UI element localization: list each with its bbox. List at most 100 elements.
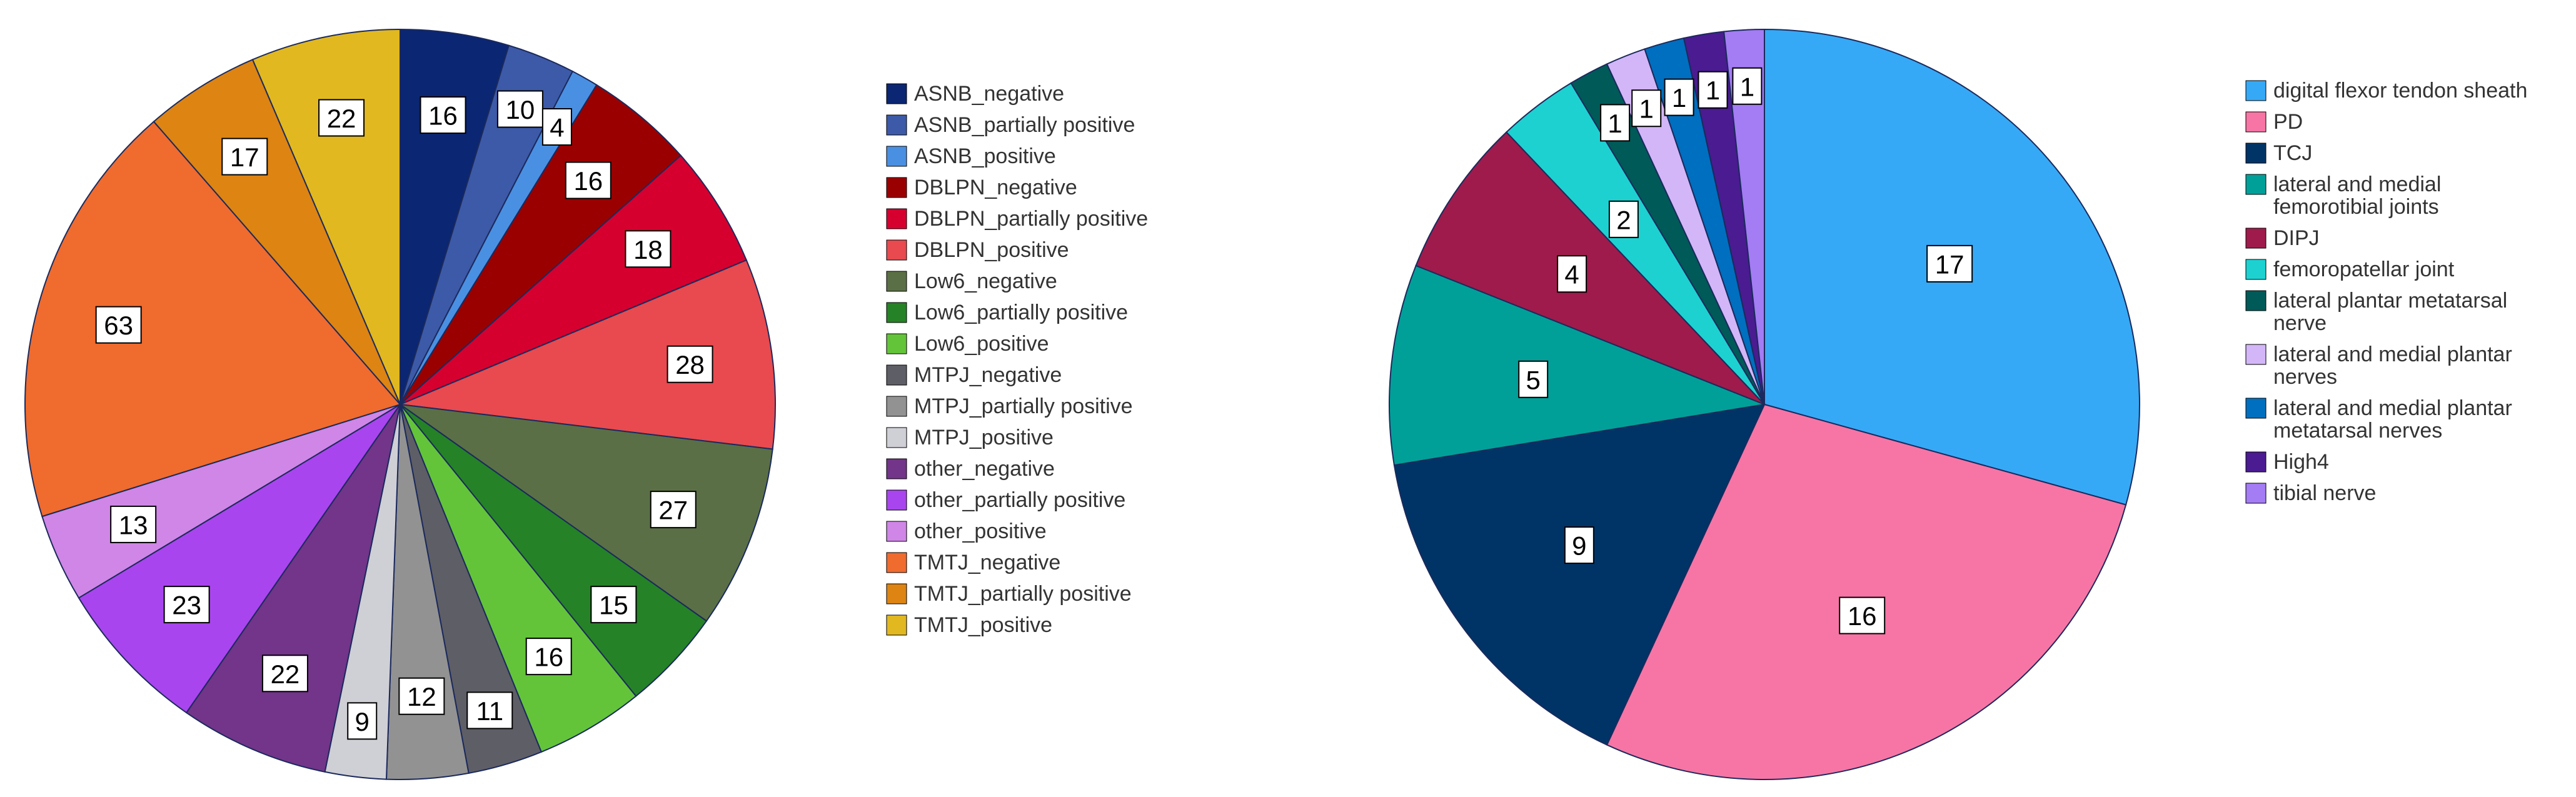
legend-item-dblpn-positive: DBLPN_positive xyxy=(886,238,1069,262)
legend-label: PD xyxy=(2273,110,2303,134)
legend-label: tibial nerve xyxy=(2273,481,2376,505)
data-label-box xyxy=(1600,104,1631,142)
legend-label: DBLPN_partially positive xyxy=(914,207,1148,231)
legend-item-asnb-positive: ASNB_positive xyxy=(886,144,1056,168)
legend-item-digital-flexor-tendon-sheath: digital flexor tendon sheath xyxy=(2245,79,2527,103)
pie-slice-tibial-nerve xyxy=(1723,28,1765,405)
data-label-box xyxy=(1698,71,1728,109)
legend-label: DBLPN_negative xyxy=(914,176,1077,199)
legend-swatch xyxy=(886,489,907,511)
legend-item-dblpn-partially-positive: DBLPN_partially positive xyxy=(886,207,1148,231)
data-label-tibial-nerve: 1 xyxy=(1740,72,1754,101)
data-label-box xyxy=(466,691,513,729)
legend-label: MTPJ_negative xyxy=(914,363,1062,387)
legend-swatch xyxy=(886,302,907,323)
legend-swatch xyxy=(886,552,907,573)
legend-swatch xyxy=(2245,290,2267,311)
data-label-box xyxy=(541,108,572,146)
pie-slice-other-negative xyxy=(185,404,401,773)
pie-slice-dblpn-positive xyxy=(398,259,776,450)
legend-item-dipj: DIPJ xyxy=(2245,226,2320,250)
data-label-dblpn-partially-positive: 18 xyxy=(633,235,663,264)
data-label-digital-flexor-tendon-sheath: 17 xyxy=(1935,249,1965,279)
legend-swatch xyxy=(2245,451,2267,473)
data-label-box xyxy=(590,586,637,624)
legend-item-asnb-partially-positive: ASNB_partially positive xyxy=(886,113,1135,137)
legend-label: Low6_negative xyxy=(914,269,1057,293)
data-label-asnb-negative: 16 xyxy=(428,101,458,131)
data-label-tmtj-partially-positive: 17 xyxy=(230,143,259,172)
data-label-mtpj-negative: 11 xyxy=(476,696,503,726)
data-label-box xyxy=(1631,89,1662,128)
legend-label: other_partially positive xyxy=(914,488,1125,512)
legend-label: lateral and medial plantar xyxy=(2273,343,2512,366)
legend-label: lateral plantar metatarsal xyxy=(2273,289,2507,313)
pie-slice-dblpn-partially-positive xyxy=(400,154,748,405)
legend-swatch xyxy=(886,114,907,136)
legend-swatch xyxy=(2245,344,2267,365)
data-label-mtpj-positive: 9 xyxy=(355,707,370,736)
data-label-tcj: 9 xyxy=(1572,531,1586,561)
legend-item-tibial-nerve: tibial nerve xyxy=(2245,481,2376,505)
legend-label: lateral and medial plantar xyxy=(2273,396,2512,420)
legend-swatch xyxy=(886,521,907,542)
data-label-box xyxy=(1839,596,1886,634)
data-label-box xyxy=(565,161,611,199)
pie-slice-lateral-and-medial-femorotibial-joints xyxy=(1389,264,1767,466)
legend-label: DBLPN_positive xyxy=(914,238,1069,262)
legend-item-asnb-negative: ASNB_negative xyxy=(886,82,1064,106)
data-label-lateral-plantar-metatarsal-nerve: 1 xyxy=(1607,109,1622,138)
legend-swatch xyxy=(886,583,907,604)
data-label-asnb-partially-positive: 10 xyxy=(506,95,535,124)
legend-swatch xyxy=(886,364,907,386)
data-label-box xyxy=(1564,526,1594,564)
legend-swatch xyxy=(2245,259,2267,280)
legend-swatch xyxy=(2245,398,2267,419)
data-label-mtpj-partially-positive: 12 xyxy=(407,682,436,711)
pie-slice-low6-positive xyxy=(400,404,637,753)
data-label-box xyxy=(1557,255,1587,293)
legend-label: lateral and medial xyxy=(2273,173,2441,196)
legend-label: digital flexor tendon sheath xyxy=(2273,79,2527,103)
legend-swatch xyxy=(2245,111,2267,133)
legend-swatch xyxy=(886,427,907,448)
legend-item-mtpj-positive: MTPJ_positive xyxy=(886,426,1054,449)
legend-swatch xyxy=(2245,483,2267,504)
legend-item-tmtj-negative: TMTJ_negative xyxy=(886,551,1060,574)
data-label-asnb-positive: 4 xyxy=(550,113,564,143)
data-label-box xyxy=(496,90,543,128)
data-label-low6-positive: 16 xyxy=(534,643,563,672)
legend-swatch xyxy=(886,177,907,198)
legend-swatch xyxy=(886,83,907,104)
data-label-box xyxy=(1926,244,1973,283)
legend-swatch xyxy=(2245,174,2267,195)
pie-slice-tmtj-negative xyxy=(24,121,401,518)
data-label-box xyxy=(261,654,308,693)
data-label-pd: 16 xyxy=(1848,601,1877,631)
legend-label: Low6_positive xyxy=(914,332,1049,356)
data-label-box xyxy=(347,702,378,740)
legend-swatch xyxy=(886,208,907,229)
pie-slice-low6-negative xyxy=(400,404,773,622)
legend-label: nerves xyxy=(2273,365,2337,389)
legend-label: MTPJ_positive xyxy=(914,426,1054,449)
data-label-tmtj-negative: 63 xyxy=(104,311,133,340)
legend-swatch xyxy=(886,614,907,636)
data-label-low6-partially-positive: 15 xyxy=(599,591,628,620)
data-label-box xyxy=(1608,200,1639,238)
legend-label: ASNB_partially positive xyxy=(914,113,1135,137)
legend-item-other-partially-positive: other_partially positive xyxy=(886,488,1125,512)
data-label-box xyxy=(1732,67,1763,105)
data-label-box xyxy=(420,96,466,134)
legend-left: ASNB_negative ASNB_partially positive ASNB… xyxy=(886,82,1148,637)
legend-item-high4: High4 xyxy=(2245,450,2329,474)
data-label-femoropatellar-joint: 2 xyxy=(1616,205,1631,234)
legend-item-pd: PD xyxy=(2245,110,2303,134)
legend-swatch xyxy=(886,333,907,354)
legend-item-other-positive: other_positive xyxy=(886,519,1047,543)
legend-label: femorotibial joints xyxy=(2273,195,2439,219)
